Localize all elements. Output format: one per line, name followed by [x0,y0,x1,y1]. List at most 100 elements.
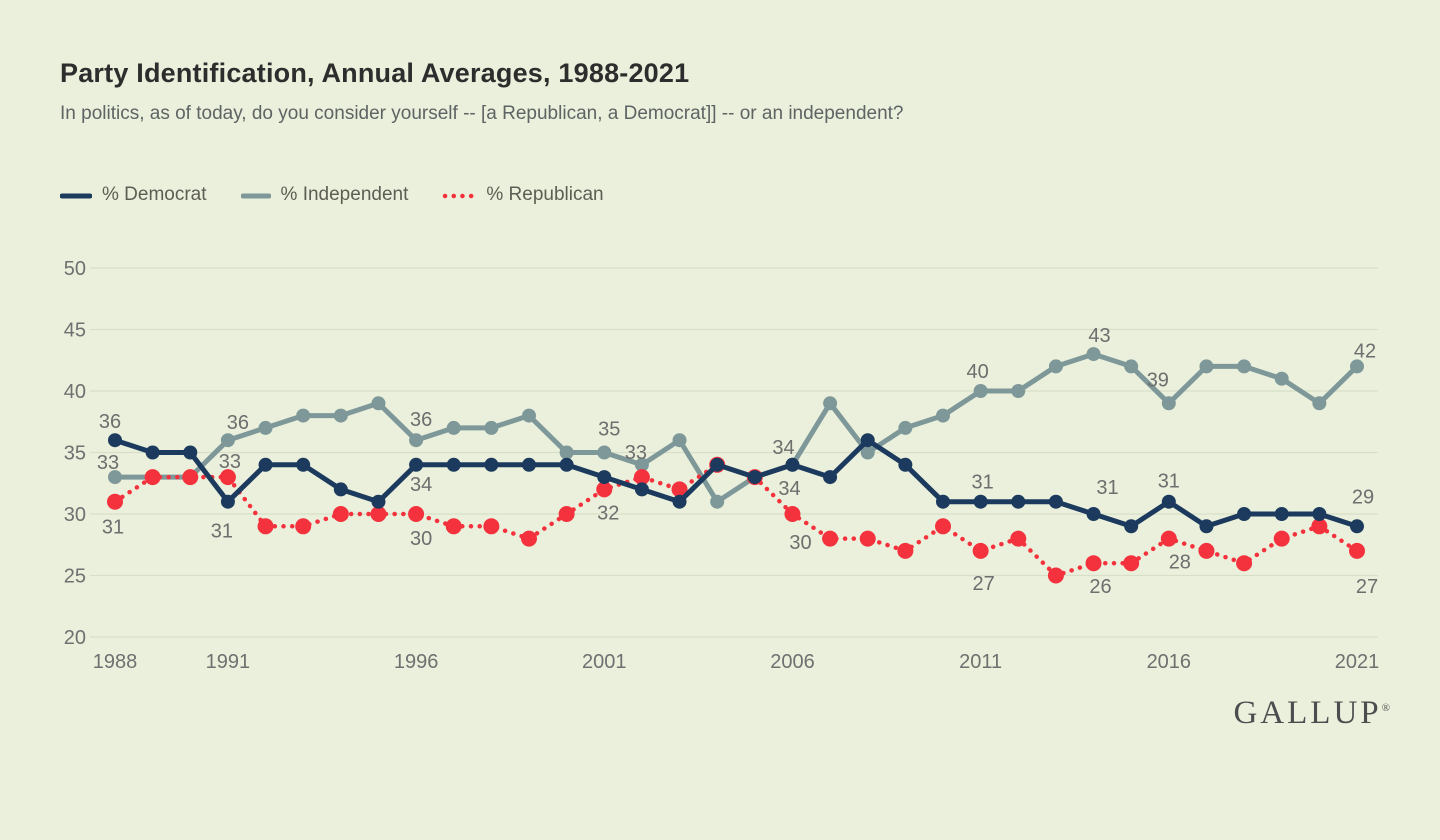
y-tick-30: 30 [64,504,86,526]
value-label-ind-2016: 39 [1147,369,1169,391]
value-label-ind-1996: 36 [410,409,432,431]
ind-line [112,351,1360,505]
ind-point-2004 [710,494,725,509]
ind-point-2010 [936,408,950,423]
ind-point-1999 [522,408,536,423]
rep-point-2020 [1311,518,1328,535]
ind-point-1994 [333,408,348,423]
ind-point-2012 [1011,384,1026,398]
ind-point-1996 [409,433,424,448]
dem-point-1989 [145,445,160,460]
ind-point-2011 [973,384,988,398]
dem-point-2019 [1274,507,1289,521]
rep-point-2014 [1085,555,1102,572]
value-label-ind-2014: 43 [1088,325,1110,347]
rep-point-2013 [1047,567,1064,584]
dem-point-2012 [1011,494,1026,509]
rep-point-1993 [295,518,312,535]
legend-item-democrat: % Democrat [59,184,207,206]
x-tick-1996: 1996 [394,651,439,673]
ind-point-2019 [1274,371,1289,386]
rep-point-2006 [784,506,801,522]
value-label-dem-2006: 34 [772,437,794,459]
democrat-line-swatch-icon [59,186,93,204]
value-label-rep-2011: 27 [973,573,995,595]
dem-point-2003 [672,494,687,509]
dem-point-2010 [936,494,950,509]
democrat-series [108,433,1364,534]
rep-point-2011 [972,542,989,559]
dem-point-1992 [258,457,273,472]
ind-point-1993 [296,408,311,423]
y-axis-labels: 20 25 30 35 40 45 50 [64,258,86,649]
chart-legend: % Democrat % Independent % Republican [59,184,604,206]
value-label-dem-1991: 31 [211,521,233,543]
ind-point-2020 [1312,396,1327,411]
value-label-rep-1991: 33 [219,451,241,473]
ind-point-2007 [823,396,838,411]
dem-point-2014 [1086,507,1101,521]
value-label-ind-2006: 34 [778,478,800,500]
dem-point-1996 [409,457,424,472]
ind-point-2017 [1199,359,1214,374]
dem-point-2004 [710,457,725,472]
ind-point-2008 [860,445,875,460]
rep-point-2002 [633,469,650,486]
ind-point-1992 [258,420,273,435]
rep-point-2017 [1198,542,1215,559]
rep-point-1994 [332,506,349,522]
value-label-dem-2021: 29 [1352,486,1374,508]
rep-point-1992 [257,518,274,535]
y-tick-50: 50 [64,258,86,280]
point-labels: 36 33 31 36 33 31 36 34 30 35 32 33 34 34 30 40 31 27 43 31… [97,325,1378,598]
rep-point-2008 [859,530,876,547]
dem-point-2018 [1237,507,1252,521]
x-tick-2016: 2016 [1147,651,1192,673]
dem-point-2007 [823,470,838,485]
dem-point-2008 [860,433,875,448]
rep-point-1998 [483,518,500,535]
rep-point-1997 [445,518,462,535]
value-label-rep-2016: 28 [1169,552,1191,574]
x-tick-2006: 2006 [770,651,815,673]
ind-point-2014 [1086,347,1101,362]
ind-point-2013 [1048,359,1063,374]
value-label-rep-1988: 31 [102,517,124,539]
ind-point-2016 [1161,396,1176,411]
ind-point-2009 [898,420,913,435]
x-tick-1988: 1988 [93,651,138,673]
ind-point-1998 [484,420,499,435]
grid-lines [90,267,1378,638]
ind-point-2015 [1124,359,1139,374]
dem-point-2006 [785,457,800,472]
value-label-rep-2021: 27 [1356,576,1378,598]
x-tick-2021: 2021 [1335,651,1380,673]
value-label-ind-2011: 40 [967,361,989,383]
rep-point-1991 [219,469,236,486]
y-tick-25: 25 [64,566,86,588]
value-label-rep-2001: 32 [597,502,619,524]
rep-point-1988 [107,493,123,510]
dem-point-1991 [220,494,235,509]
ind-point-1997 [446,420,461,435]
x-tick-2001: 2001 [582,651,627,673]
rep-point-2021 [1349,542,1365,559]
rep-point-2012 [1010,530,1027,547]
chart-title: Party Identification, Annual Averages, 1… [60,58,690,88]
dem-point-1994 [333,482,348,497]
value-label-ind-1991: 36 [227,412,249,434]
dem-point-1988 [108,433,122,448]
legend-item-republican: % Republican [442,184,604,206]
dem-point-1995 [371,494,386,509]
dem-point-2005 [747,470,762,485]
dem-point-1997 [446,457,461,472]
dem-point-1998 [484,457,499,472]
x-axis-labels: 1988 1991 1996 2001 2006 2011 2016 2021 [93,651,1380,673]
y-tick-45: 45 [64,320,86,342]
republican-dotted-swatch-icon [442,186,478,204]
dem-point-2000 [559,457,574,472]
rep-point-2007 [822,530,839,547]
rep-point-2018 [1236,555,1253,572]
